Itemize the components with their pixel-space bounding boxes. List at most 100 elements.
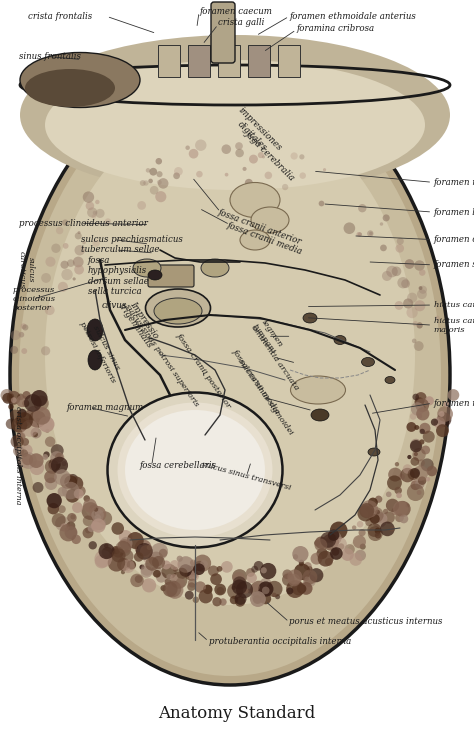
Circle shape bbox=[171, 572, 187, 589]
Circle shape bbox=[194, 554, 211, 572]
Circle shape bbox=[258, 152, 264, 158]
Circle shape bbox=[358, 529, 365, 536]
Circle shape bbox=[286, 580, 304, 598]
Circle shape bbox=[413, 321, 418, 327]
Circle shape bbox=[94, 507, 98, 512]
Circle shape bbox=[333, 537, 347, 551]
Circle shape bbox=[33, 407, 51, 425]
Circle shape bbox=[380, 245, 387, 251]
Circle shape bbox=[412, 339, 417, 343]
Text: sulcus
caroticus: sulcus caroticus bbox=[18, 251, 35, 288]
Circle shape bbox=[136, 543, 153, 559]
Circle shape bbox=[288, 574, 301, 586]
Circle shape bbox=[418, 459, 425, 466]
Circle shape bbox=[395, 513, 404, 522]
Circle shape bbox=[6, 419, 16, 429]
Circle shape bbox=[12, 417, 27, 433]
Circle shape bbox=[55, 516, 70, 531]
Circle shape bbox=[51, 457, 68, 474]
Ellipse shape bbox=[146, 289, 210, 327]
Circle shape bbox=[369, 231, 373, 235]
Circle shape bbox=[0, 389, 13, 402]
Circle shape bbox=[328, 530, 339, 541]
Circle shape bbox=[235, 593, 246, 605]
Circle shape bbox=[367, 507, 383, 523]
Circle shape bbox=[98, 511, 112, 525]
Circle shape bbox=[70, 514, 75, 519]
Circle shape bbox=[243, 589, 249, 594]
Circle shape bbox=[415, 397, 424, 407]
Text: foramen rotundum: foramen rotundum bbox=[434, 178, 474, 187]
Circle shape bbox=[297, 584, 306, 594]
Text: foramen mastoideum: foramen mastoideum bbox=[434, 399, 474, 408]
Circle shape bbox=[146, 168, 150, 173]
Circle shape bbox=[67, 260, 74, 267]
Circle shape bbox=[45, 429, 49, 433]
Text: processus
clinoideus
posterior: processus clinoideus posterior bbox=[13, 286, 56, 312]
Circle shape bbox=[200, 560, 208, 568]
Circle shape bbox=[94, 510, 100, 517]
Circle shape bbox=[233, 572, 245, 584]
Circle shape bbox=[292, 546, 309, 562]
Circle shape bbox=[387, 475, 402, 490]
Circle shape bbox=[166, 574, 173, 580]
Circle shape bbox=[413, 466, 428, 481]
Text: sinus frontalis: sinus frontalis bbox=[19, 52, 81, 61]
Circle shape bbox=[120, 537, 133, 549]
Circle shape bbox=[447, 389, 459, 401]
Circle shape bbox=[225, 173, 228, 176]
Circle shape bbox=[120, 549, 134, 563]
Circle shape bbox=[91, 509, 104, 522]
Text: fossa cranii media: fossa cranii media bbox=[230, 347, 282, 415]
Circle shape bbox=[300, 582, 312, 594]
Circle shape bbox=[75, 486, 86, 496]
Bar bbox=[188, 45, 210, 77]
Circle shape bbox=[187, 583, 196, 591]
Text: fossa
hypophysialis: fossa hypophysialis bbox=[88, 256, 147, 275]
Circle shape bbox=[246, 573, 257, 583]
Circle shape bbox=[323, 168, 326, 171]
Circle shape bbox=[300, 173, 306, 179]
Circle shape bbox=[434, 417, 445, 429]
Circle shape bbox=[329, 532, 342, 545]
Circle shape bbox=[82, 527, 93, 539]
Ellipse shape bbox=[118, 403, 273, 537]
Circle shape bbox=[249, 155, 258, 164]
Text: sulcus sinus transversi: sulcus sinus transversi bbox=[201, 461, 292, 492]
Circle shape bbox=[148, 179, 153, 183]
Circle shape bbox=[10, 346, 18, 354]
Circle shape bbox=[83, 496, 90, 501]
Circle shape bbox=[118, 539, 132, 554]
Circle shape bbox=[184, 565, 197, 578]
Circle shape bbox=[51, 243, 61, 253]
Circle shape bbox=[65, 527, 69, 531]
Ellipse shape bbox=[303, 313, 317, 323]
Circle shape bbox=[161, 585, 166, 591]
Circle shape bbox=[357, 521, 364, 527]
Circle shape bbox=[299, 154, 304, 159]
Text: foramen spinosum: foramen spinosum bbox=[434, 260, 474, 269]
Circle shape bbox=[158, 178, 168, 189]
Circle shape bbox=[140, 545, 153, 557]
Text: sulcus sinus sigmoidei: sulcus sinus sigmoidei bbox=[236, 358, 295, 437]
Text: foramina cribrosa: foramina cribrosa bbox=[296, 24, 374, 33]
Circle shape bbox=[45, 437, 55, 447]
Circle shape bbox=[102, 547, 113, 558]
Circle shape bbox=[108, 554, 125, 571]
Circle shape bbox=[414, 301, 425, 311]
Circle shape bbox=[392, 266, 401, 276]
Circle shape bbox=[377, 513, 387, 524]
Circle shape bbox=[294, 563, 310, 580]
Circle shape bbox=[423, 431, 435, 443]
Circle shape bbox=[217, 566, 222, 571]
Circle shape bbox=[66, 522, 75, 530]
Circle shape bbox=[56, 453, 61, 458]
Circle shape bbox=[419, 440, 424, 445]
Text: hiatus canalis nervi petrosi
majoris: hiatus canalis nervi petrosi majoris bbox=[434, 317, 474, 335]
Circle shape bbox=[22, 400, 29, 407]
Circle shape bbox=[121, 559, 135, 573]
Circle shape bbox=[164, 579, 171, 585]
Circle shape bbox=[417, 414, 422, 419]
Circle shape bbox=[78, 231, 81, 234]
Circle shape bbox=[217, 587, 224, 594]
